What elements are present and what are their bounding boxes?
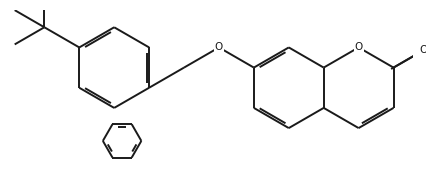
Text: O: O xyxy=(215,42,223,52)
Text: O: O xyxy=(354,42,363,52)
Text: O: O xyxy=(419,45,426,55)
